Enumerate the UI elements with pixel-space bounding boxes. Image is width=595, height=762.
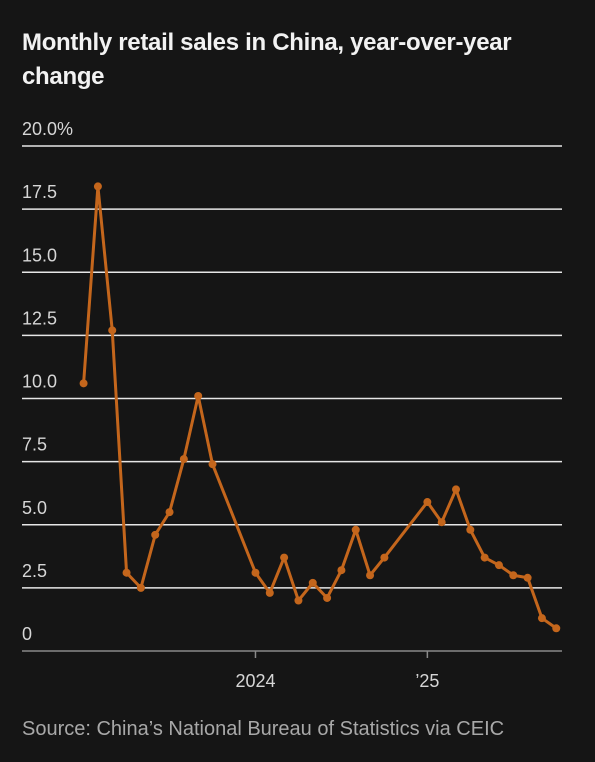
data-point	[79, 379, 88, 388]
y-tick-label: 12.5	[22, 308, 57, 328]
data-point	[537, 614, 546, 623]
data-point	[466, 525, 475, 534]
y-tick-label: 17.5	[22, 182, 57, 202]
data-point	[136, 583, 145, 592]
data-point	[122, 568, 131, 577]
data-point	[552, 624, 561, 633]
data-point	[509, 571, 518, 580]
y-tick-label: 7.5	[22, 435, 47, 455]
chart-title: Monthly retail sales in China, year-over…	[22, 29, 512, 90]
data-point	[423, 498, 432, 507]
data-point	[179, 455, 188, 464]
data-point	[480, 553, 489, 562]
data-point	[337, 566, 346, 575]
data-point	[151, 530, 160, 539]
data-point	[452, 485, 461, 494]
data-point	[251, 568, 260, 577]
data-point	[208, 460, 217, 469]
x-tick-label: ’25	[415, 671, 439, 691]
y-tick-label: 0	[22, 624, 32, 644]
data-point	[308, 578, 317, 587]
data-point	[294, 596, 303, 605]
data-point	[265, 588, 274, 597]
y-tick-label: 2.5	[22, 561, 47, 581]
data-point	[194, 391, 203, 400]
data-point	[280, 553, 289, 562]
data-point	[380, 553, 389, 562]
data-point	[165, 508, 174, 517]
data-point	[351, 525, 360, 534]
y-tick-label: 15.0	[22, 245, 57, 265]
data-point	[437, 518, 446, 527]
data-point	[93, 182, 102, 191]
data-point	[523, 573, 532, 582]
y-tick-label: 10.0	[22, 372, 57, 392]
x-tick-label: 2024	[235, 671, 275, 691]
data-point	[323, 593, 332, 602]
data-line	[82, 184, 558, 630]
data-point	[494, 561, 503, 570]
data-point	[108, 326, 117, 335]
data-point	[366, 571, 375, 580]
y-tick-label: 20.0%	[22, 119, 73, 139]
y-tick-label: 5.0	[22, 498, 47, 518]
source-note: Source: China’s National Bureau of Stati…	[22, 718, 505, 740]
